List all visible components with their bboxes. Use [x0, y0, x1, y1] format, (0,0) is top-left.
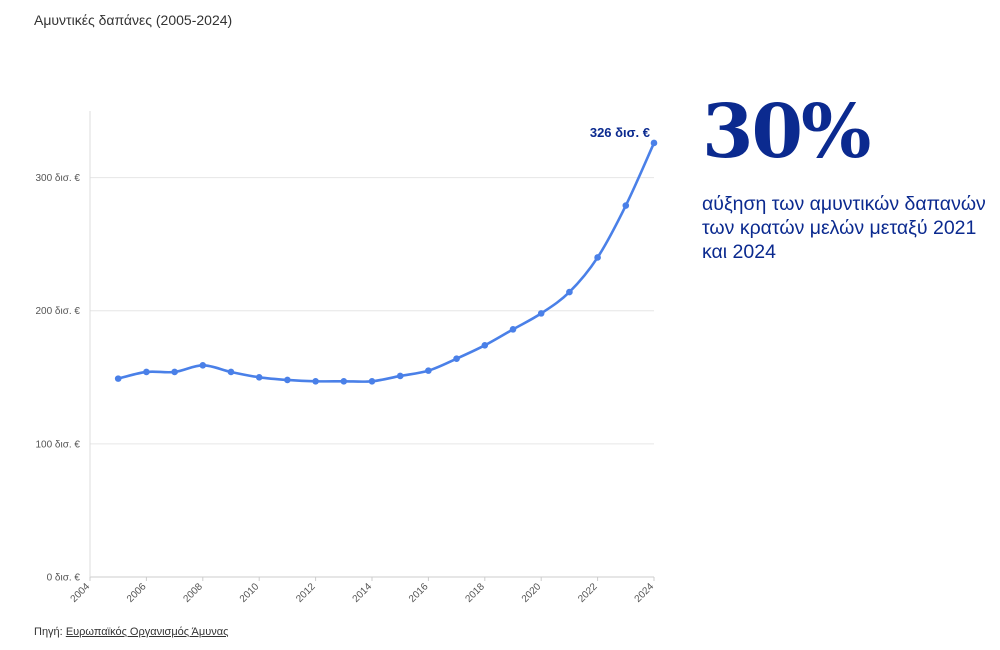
x-tick-label: 2024: [633, 581, 657, 605]
data-point: [143, 368, 150, 376]
x-tick-label: 2018: [463, 581, 487, 605]
data-point: [566, 288, 573, 296]
data-point: [396, 372, 404, 380]
x-tick-label: 2008: [181, 581, 205, 605]
data-point: [453, 355, 460, 362]
data-point: [227, 368, 235, 376]
data-point: [425, 367, 432, 374]
data-point: [284, 376, 291, 384]
data-point: [481, 342, 489, 349]
data-point: [114, 375, 122, 382]
source-link[interactable]: Ευρωπαϊκός Οργανισμός Άμυνας: [65, 626, 229, 638]
data-point: [340, 377, 348, 385]
data-point: [509, 326, 517, 333]
data-point: [199, 362, 207, 369]
last-value-label: 326 δισ. €: [590, 125, 650, 140]
data-point: [368, 377, 376, 385]
y-tick-label: 100 δισ. €: [35, 439, 80, 450]
x-tick-label: 2022: [576, 581, 600, 605]
data-point: [171, 368, 178, 376]
data-point: [537, 310, 545, 317]
x-tick-label: 2020: [520, 581, 544, 605]
data-point: [594, 254, 601, 261]
x-tick-label: 2012: [294, 581, 318, 605]
data-point: [312, 377, 319, 385]
y-tick-label: 200 δισ. €: [35, 306, 80, 317]
series-line: [117, 142, 656, 383]
highlight-text: αύξηση των αμυντικών δαπανών των κρατών …: [702, 193, 986, 263]
source-note: Πηγή: Ευρωπαϊκός Οργανισμός Άμυνας: [34, 626, 228, 638]
y-tick-label: 0 δισ. €: [47, 573, 81, 584]
x-tick-label: 2014: [351, 581, 375, 605]
y-tick-label: 300 δισ. €: [35, 173, 80, 184]
data-point: [650, 139, 658, 147]
x-tick-label: 2010: [238, 581, 262, 605]
line-chart: 0 δισ. € 100 δισ. € 200 δισ. € 300 δισ. € 20…: [35, 111, 658, 605]
data-point: [255, 373, 263, 381]
data-point: [622, 202, 630, 209]
source-label: Πηγή:: [34, 626, 63, 638]
x-tick-label: 2006: [125, 581, 149, 605]
x-tick-label: 2004: [69, 581, 93, 605]
chart-title: Αμυντικές δαπάνες (2005-2024): [34, 12, 233, 28]
x-tick-label: 2016: [407, 581, 431, 605]
highlight-value: 30%: [702, 89, 871, 175]
